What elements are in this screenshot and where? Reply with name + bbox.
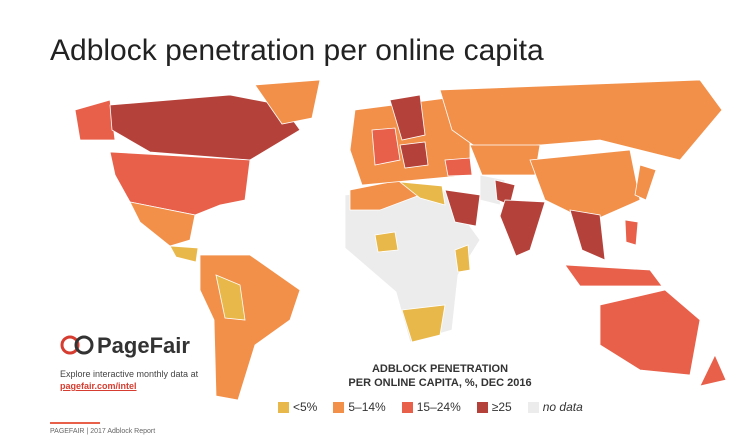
legend-item: no data [527, 400, 583, 414]
country [109, 151, 251, 216]
logo-icon [60, 335, 94, 355]
legend-title-line: ADBLOCK PENETRATION [371, 363, 509, 375]
explore-note: Explore interactive monthly data at page… [60, 368, 198, 392]
country [444, 189, 481, 227]
country [599, 289, 701, 376]
country [389, 94, 426, 141]
explore-text: Explore interactive monthly data at [60, 369, 199, 379]
footer: PAGEFAIR | 2017 Adblock Report [50, 428, 156, 435]
legend-swatch [527, 401, 539, 413]
country [569, 209, 606, 261]
explore-link[interactable]: pagefair.com/intel [60, 381, 137, 391]
country [199, 254, 301, 401]
legend-label: <5% [293, 400, 318, 414]
country [109, 94, 301, 161]
country [699, 354, 727, 387]
logo: PageFair [97, 333, 190, 359]
country [254, 79, 321, 125]
legend: <5% 5–14% 15–24% ≥25 no data [278, 400, 583, 414]
legend-label: ≥25 [491, 400, 512, 414]
legend-label: 15–24% [416, 400, 461, 414]
legend-label: no data [542, 400, 583, 414]
country [439, 79, 723, 161]
country [634, 164, 657, 201]
country [401, 304, 446, 343]
country [529, 149, 641, 223]
legend-item: ≥25 [476, 400, 512, 414]
country [169, 245, 199, 263]
legend-swatch [278, 401, 289, 413]
country [499, 199, 546, 257]
legend-swatch [476, 401, 488, 413]
legend-title-line: PER ONLINE CAPITA, %, DEC 2016 [348, 377, 532, 389]
legend-title: ADBLOCK PENETRATION PER ONLINE CAPITA, %… [340, 362, 540, 390]
footer-rule [50, 422, 100, 424]
country [454, 244, 471, 273]
country [74, 99, 116, 141]
country [399, 141, 429, 169]
country [398, 181, 446, 206]
legend-swatch [333, 401, 345, 413]
country [624, 219, 639, 246]
country [564, 264, 663, 287]
legend-item: 5–14% [333, 400, 386, 414]
country [374, 231, 399, 253]
legend-item: <5% [278, 400, 317, 414]
country [371, 127, 401, 166]
country [129, 201, 196, 247]
country [444, 157, 473, 177]
legend-label: 5–14% [348, 400, 386, 414]
country [215, 274, 246, 321]
title: Adblock penetration per online capita [50, 34, 544, 67]
legend-item: 15–24% [401, 400, 461, 414]
country [469, 144, 541, 176]
legend-swatch [401, 401, 413, 413]
logo-name: PageFair [97, 333, 190, 358]
